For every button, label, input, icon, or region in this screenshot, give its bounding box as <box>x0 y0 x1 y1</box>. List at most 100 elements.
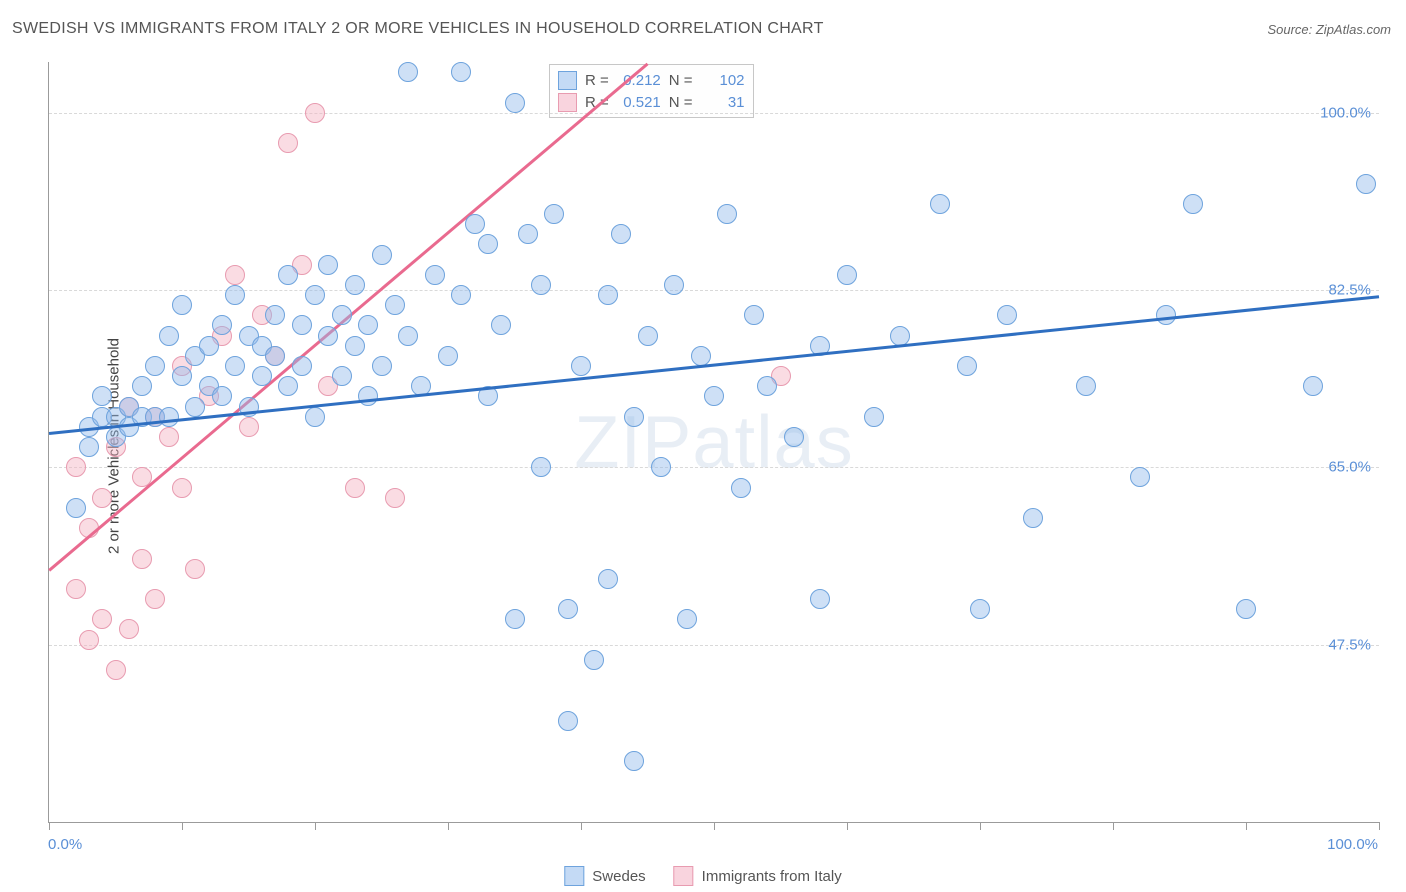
italy-point <box>66 579 86 599</box>
swedes-point <box>225 356 245 376</box>
legend-label: Immigrants from Italy <box>702 868 842 885</box>
bottom-legend: Swedes Immigrants from Italy <box>564 866 841 886</box>
swedes-point <box>731 478 751 498</box>
swedes-point <box>890 326 910 346</box>
swedes-point <box>558 599 578 619</box>
x-tick <box>315 822 316 830</box>
italy-point <box>172 478 192 498</box>
x-tick <box>1113 822 1114 830</box>
legend-swatch <box>564 866 584 886</box>
swedes-point <box>225 285 245 305</box>
swedes-point <box>212 315 232 335</box>
x-tick <box>448 822 449 830</box>
swedes-point <box>318 255 338 275</box>
swedes-point <box>92 386 112 406</box>
swedes-point <box>398 326 418 346</box>
swedes-point <box>558 711 578 731</box>
italy-point <box>145 589 165 609</box>
plot-area: ZIPatlas R =0.212N =102R =0.521N =31 47.… <box>48 62 1379 823</box>
swedes-point <box>372 245 392 265</box>
italy-point <box>239 417 259 437</box>
swedes-point <box>531 457 551 477</box>
swedes-point <box>398 62 418 82</box>
italy-point <box>92 609 112 629</box>
swedes-point <box>159 326 179 346</box>
swedes-trendline <box>49 295 1379 434</box>
stat-r-label: R = <box>585 72 609 89</box>
swedes-point <box>1023 508 1043 528</box>
swedes-point <box>385 295 405 315</box>
swedes-point <box>79 437 99 457</box>
swedes-point <box>159 407 179 427</box>
swedes-point <box>172 366 192 386</box>
stat-r-value: 0.521 <box>617 94 661 111</box>
swedes-point <box>598 285 618 305</box>
swedes-point <box>212 386 232 406</box>
swedes-point <box>505 609 525 629</box>
swedes-point <box>624 751 644 771</box>
swedes-point <box>145 356 165 376</box>
italy-point <box>119 619 139 639</box>
stat-row: R =0.521N =31 <box>558 91 745 113</box>
legend-swatch <box>558 93 577 112</box>
swedes-point <box>531 275 551 295</box>
swedes-point <box>478 234 498 254</box>
stat-n-label: N = <box>669 72 693 89</box>
italy-point <box>278 133 298 153</box>
legend-swatch <box>674 866 694 886</box>
swedes-point <box>305 285 325 305</box>
gridline <box>49 113 1379 114</box>
italy-point <box>159 427 179 447</box>
swedes-point <box>265 305 285 325</box>
swedes-point <box>345 336 365 356</box>
swedes-point <box>957 356 977 376</box>
swedes-point <box>451 285 471 305</box>
swedes-point <box>611 224 631 244</box>
swedes-point <box>265 346 285 366</box>
italy-point <box>385 488 405 508</box>
swedes-point <box>810 589 830 609</box>
swedes-point <box>358 315 378 335</box>
swedes-point <box>691 346 711 366</box>
swedes-point <box>372 356 392 376</box>
x-tick <box>847 822 848 830</box>
swedes-point <box>1183 194 1203 214</box>
swedes-point <box>451 62 471 82</box>
swedes-point <box>1356 174 1376 194</box>
swedes-point <box>438 346 458 366</box>
chart-title: SWEDISH VS IMMIGRANTS FROM ITALY 2 OR MO… <box>12 20 824 38</box>
stat-n-value: 31 <box>701 94 745 111</box>
swedes-point <box>278 265 298 285</box>
swedes-point <box>744 305 764 325</box>
swedes-point <box>997 305 1017 325</box>
swedes-point <box>584 650 604 670</box>
swedes-point <box>717 204 737 224</box>
swedes-point <box>132 376 152 396</box>
swedes-point <box>252 366 272 386</box>
swedes-point <box>704 386 724 406</box>
x-tick <box>714 822 715 830</box>
italy-point <box>92 488 112 508</box>
swedes-point <box>677 609 697 629</box>
swedes-point <box>172 295 192 315</box>
swedes-point <box>345 275 365 295</box>
swedes-point <box>598 569 618 589</box>
swedes-point <box>837 265 857 285</box>
swedes-point <box>544 204 564 224</box>
swedes-point <box>491 315 511 335</box>
swedes-point <box>332 366 352 386</box>
gridline <box>49 645 1379 646</box>
legend-label: Swedes <box>592 868 645 885</box>
italy-point <box>66 457 86 477</box>
swedes-point <box>318 326 338 346</box>
x-tick <box>49 822 50 830</box>
swedes-point <box>571 356 591 376</box>
swedes-point <box>930 194 950 214</box>
y-tick-label: 65.0% <box>1328 459 1371 476</box>
x-tick <box>581 822 582 830</box>
stat-r-value: 0.212 <box>617 72 661 89</box>
italy-point <box>305 103 325 123</box>
italy-point <box>106 660 126 680</box>
y-tick-label: 100.0% <box>1320 104 1371 121</box>
x-tick <box>1246 822 1247 830</box>
